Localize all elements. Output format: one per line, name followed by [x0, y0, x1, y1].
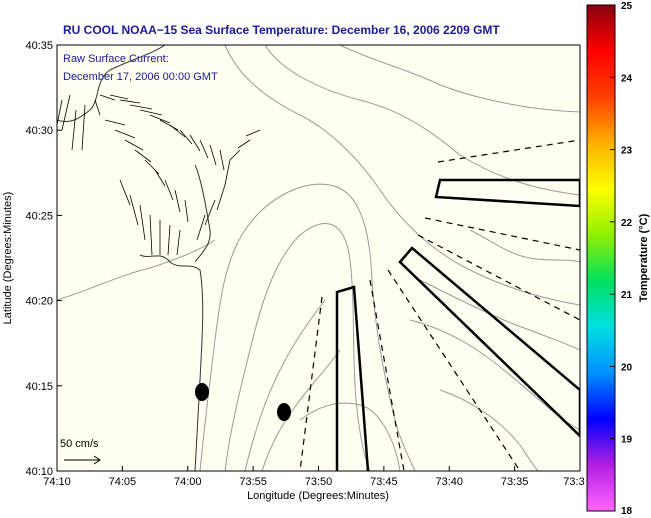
colorbar-label: Temperature (°C) [638, 213, 650, 302]
y-tick-label: 40:35 [25, 40, 53, 52]
y-tick-label: 40:20 [25, 296, 53, 308]
colorbar-tick-label: 22 [621, 218, 633, 229]
y-tick-label: 40:10 [25, 466, 53, 478]
y-tick-label: 40:25 [25, 210, 53, 222]
current-annotation-line2: December 17, 2006 00:00 GMT [63, 71, 218, 83]
x-tick-label: 73:3 [563, 476, 584, 488]
x-tick-label: 73:50 [305, 476, 333, 488]
colorbar-tick-label: 20 [621, 362, 633, 373]
map-background [57, 45, 580, 471]
y-tick-label: 40:15 [25, 381, 53, 393]
station-marker [277, 403, 291, 421]
scale-label: 50 cm/s [60, 438, 99, 450]
x-tick-label: 73:35 [501, 476, 529, 488]
map-title: RU COOL NOAA−15 Sea Surface Temperature:… [63, 23, 500, 37]
current-annotation-line1: Raw Surface Current: [63, 53, 169, 65]
x-tick-label: 74:00 [174, 476, 202, 488]
colorbar-tick-label: 18 [621, 506, 633, 517]
colorbar-tick-label: 25 [621, 1, 633, 12]
y-tick-label: 40:30 [25, 125, 53, 137]
colorbar-tick-label: 19 [621, 435, 633, 446]
x-tick-label: 73:45 [370, 476, 398, 488]
colorbar-tick-label: 21 [621, 290, 633, 301]
x-axis-label: Longitude (Degrees:Minutes) [247, 490, 389, 502]
colorbar [587, 5, 615, 511]
station-marker [195, 383, 209, 401]
colorbar-tick-label: 23 [621, 146, 633, 157]
sst-map-figure: RU COOL NOAA−15 Sea Surface Temperature:… [0, 0, 651, 518]
y-axis-label: Latitude (Degrees:Minutes) [2, 192, 14, 325]
x-tick-label: 73:55 [239, 476, 267, 488]
x-tick-label: 73:40 [435, 476, 463, 488]
x-tick-label: 74:05 [109, 476, 137, 488]
colorbar-tick-label: 24 [621, 73, 633, 84]
